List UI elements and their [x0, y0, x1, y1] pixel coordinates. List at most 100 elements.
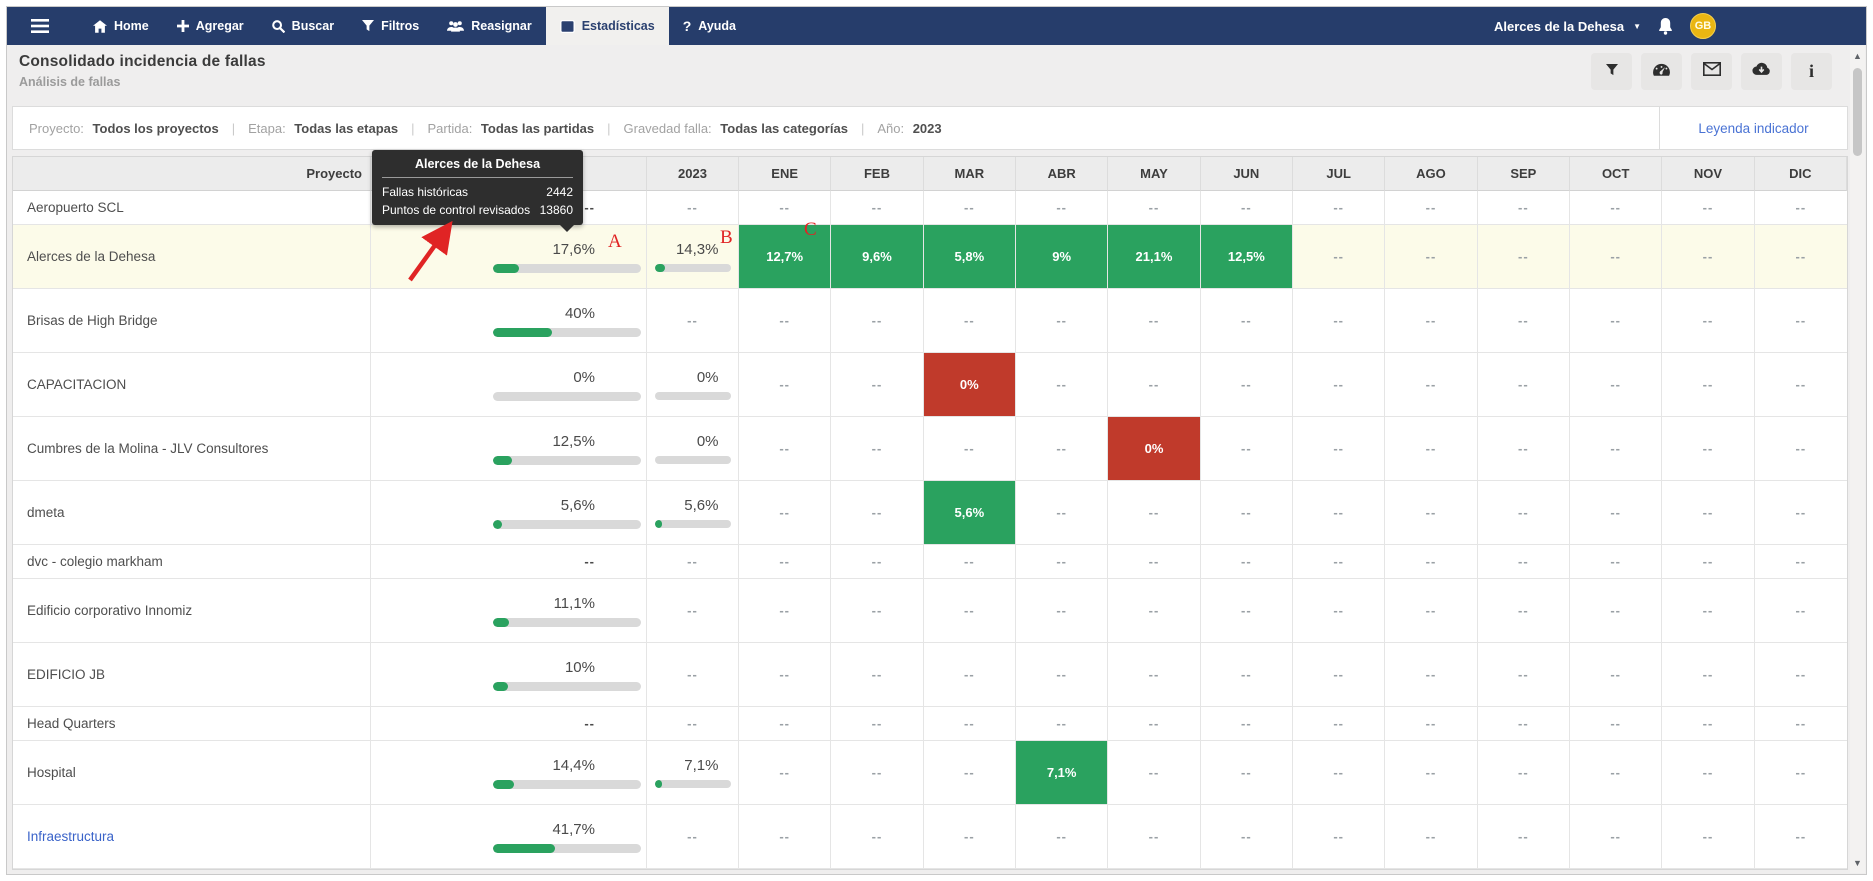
project-name[interactable]: Brisas de High Bridge [13, 289, 371, 353]
month-cell-may: -- [1108, 481, 1201, 545]
empty-value: -- [779, 313, 790, 328]
hamburger-icon[interactable] [7, 7, 63, 45]
scrollbar-thumb[interactable] [1853, 68, 1862, 156]
filter-value[interactable]: Todas las categorías [720, 120, 848, 136]
avatar[interactable]: GB [1690, 13, 1716, 39]
nav-item-estadi-sticas[interactable]: Estadísticas [545, 7, 669, 45]
month-cell-feb[interactable]: 9,6% [831, 225, 924, 289]
month-cell-ago: -- [1385, 481, 1478, 545]
year-cell[interactable]: 0% [647, 417, 739, 481]
year-value: 14,3% [675, 241, 719, 258]
empty-value: -- [1517, 377, 1529, 392]
year-cell[interactable]: 0% [647, 353, 739, 417]
nav-item-agregar[interactable]: Agregar [163, 7, 258, 45]
legend-link[interactable]: Leyenda indicador [1698, 120, 1809, 136]
nav-item-reasignar[interactable]: Reasignar [433, 7, 545, 45]
month-cell-feb: -- [831, 643, 924, 707]
scroll-up-icon[interactable]: ▲ [1853, 51, 1862, 61]
nav-item-home[interactable]: Home [79, 7, 163, 45]
project-name[interactable]: EDIFICIO JB [13, 643, 371, 707]
year-cell[interactable]: 5,6% [647, 481, 739, 545]
historical-cell[interactable]: 17,6% [371, 225, 647, 289]
month-cell-abr: -- [1016, 417, 1109, 481]
project-name[interactable]: dmeta [13, 481, 371, 545]
project-name[interactable]: CAPACITACION [13, 353, 371, 417]
filter-value[interactable]: Todos los proyectos [92, 120, 219, 136]
historical-cell[interactable]: 14,4% [371, 741, 647, 805]
month-cell-abr: -- [1016, 481, 1109, 545]
year-cell: -- [647, 191, 739, 225]
month-cell-mar: -- [923, 417, 1016, 481]
project-name[interactable]: Hospital [13, 741, 371, 805]
month-cell-jun[interactable]: 12,5% [1200, 225, 1293, 289]
filter-value[interactable]: 2023 [912, 120, 942, 136]
historical-cell[interactable]: 11,1% [371, 579, 647, 643]
month-cell-mar[interactable]: 5,6% [923, 481, 1016, 545]
cloud-download-button[interactable] [1741, 53, 1782, 90]
year-cell[interactable]: 7,1% [647, 741, 739, 805]
project-name[interactable]: Aeropuerto SCL [13, 191, 371, 225]
month-cell-may[interactable]: 0% [1108, 417, 1201, 481]
historical-cell[interactable]: 40% [371, 289, 647, 353]
year-cell[interactable]: 14,3% [647, 225, 739, 289]
filter-label: Gravedad falla: [623, 120, 716, 136]
month-cell-ene: -- [739, 289, 832, 353]
mail-button[interactable] [1691, 53, 1732, 90]
info-button[interactable]: i [1791, 53, 1832, 90]
empty-value: -- [1517, 667, 1529, 682]
historical-cell[interactable]: 10% [371, 643, 647, 707]
context-selector[interactable]: Alerces de la Dehesa ▼ [1494, 19, 1641, 34]
toolbar: i [1591, 53, 1832, 90]
table-row-dvc-colegio-markham: dvc - colegio markham -- -- -- -- -- -- -- -- -- -… [13, 545, 1847, 579]
project-name[interactable]: Alerces de la Dehesa [13, 225, 371, 289]
month-cell-ene[interactable]: 12,7% [739, 225, 832, 289]
month-cell-may: -- [1108, 741, 1201, 805]
historical-cell[interactable]: 0% [371, 353, 647, 417]
empty-value: -- [1333, 200, 1344, 215]
month-cell-sep: -- [1477, 481, 1570, 545]
empty-value: -- [1610, 377, 1621, 392]
scroll-down-icon[interactable]: ▼ [1853, 858, 1862, 868]
progress-bar [654, 456, 731, 464]
cloud-download-icon [1752, 62, 1771, 81]
scrollbar[interactable]: ▲ ▼ [1850, 46, 1865, 873]
column-header-dic: DIC [1754, 157, 1847, 191]
project-name[interactable]: Cumbres de la Molina - JLV Consultores [13, 417, 371, 481]
month-cell-sep: -- [1477, 289, 1570, 353]
month-cell-jul: -- [1293, 225, 1386, 289]
column-header-project[interactable]: Proyecto [13, 157, 371, 191]
nav-item-buscar[interactable]: Buscar [258, 7, 348, 45]
project-name[interactable]: Edificio corporativo Innomiz [13, 579, 371, 643]
project-name[interactable]: dvc - colegio markham [13, 545, 371, 579]
month-cell-may[interactable]: 21,1% [1108, 225, 1201, 289]
empty-value: -- [1425, 505, 1437, 520]
empty-value: -- [871, 313, 883, 328]
empty-value: -- [1702, 200, 1714, 215]
historical-cell[interactable]: 5,6% [371, 481, 647, 545]
historical-cell[interactable]: 41,7% [371, 805, 647, 869]
month-cell-nov: -- [1662, 353, 1755, 417]
progress-bar [493, 263, 641, 273]
filter-value[interactable]: Todas las etapas [294, 120, 399, 136]
month-cell-sep: -- [1477, 579, 1570, 643]
month-cell-mar[interactable]: 5,8% [923, 225, 1016, 289]
historical-cell[interactable]: 12,5% [371, 417, 647, 481]
month-cell-abr[interactable]: 7,1% [1016, 741, 1109, 805]
empty-value: -- [1333, 554, 1344, 569]
month-cell-oct: -- [1570, 225, 1663, 289]
empty-value: -- [1425, 716, 1437, 731]
month-cell-abr[interactable]: 9% [1016, 225, 1109, 289]
nav-item-ayuda[interactable]: ? Ayuda [669, 7, 750, 45]
filter-value[interactable]: Todas las partidas [480, 120, 595, 136]
filter-button[interactable] [1591, 53, 1632, 90]
nav-item-filtros[interactable]: Filtros [348, 7, 433, 45]
project-name[interactable]: Infraestructura [13, 805, 371, 869]
bell-icon[interactable] [1657, 17, 1674, 35]
month-cell-sep: -- [1477, 225, 1570, 289]
gauge-button[interactable] [1641, 53, 1682, 90]
empty-value: -- [1795, 829, 1807, 844]
project-name[interactable]: Head Quarters [13, 707, 371, 741]
month-cell-may: -- [1108, 289, 1201, 353]
month-cell-jul: -- [1293, 805, 1386, 869]
month-cell-mar[interactable]: 0% [923, 353, 1016, 417]
